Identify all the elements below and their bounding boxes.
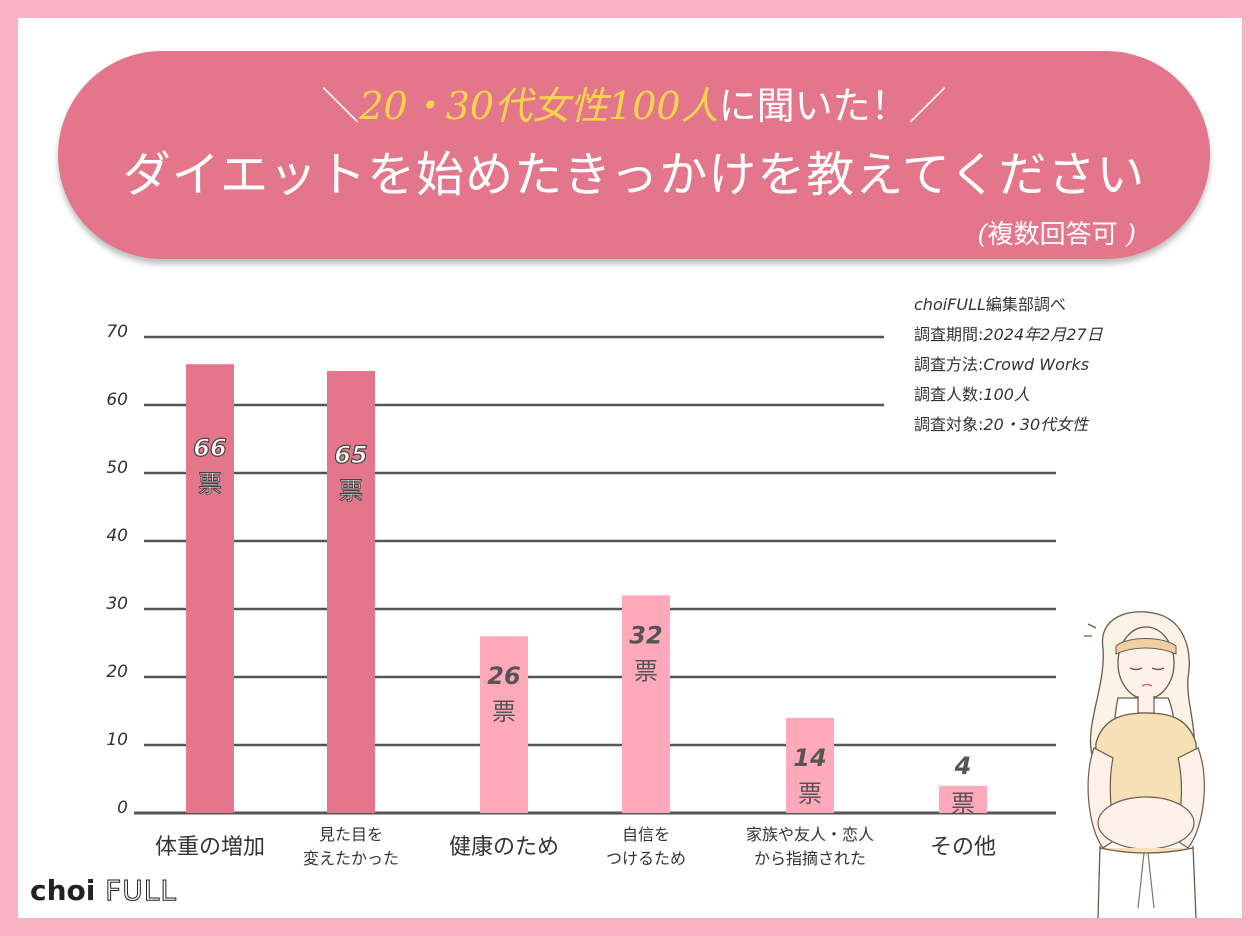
survey-line: 調査期間:2024年2月27日 bbox=[914, 320, 1103, 350]
y-tick-label: 30 bbox=[106, 594, 128, 614]
bar bbox=[186, 364, 234, 813]
bar-unit-label: 票 bbox=[634, 657, 658, 685]
bar-value-label: 66 bbox=[193, 434, 226, 462]
subtitle-highlight: 20・30代女性100人 bbox=[359, 84, 719, 128]
category-label: 家族や友人・恋人 bbox=[746, 825, 874, 844]
y-tick-label: 0 bbox=[117, 798, 128, 818]
survey-brand: choiFULL bbox=[914, 295, 986, 314]
survey-key: 調査方法: bbox=[914, 355, 984, 374]
survey-value: 100人 bbox=[983, 385, 1030, 404]
survey-key: 調査対象: bbox=[914, 415, 984, 434]
survey-info: choiFULL編集部調べ 調査期間:2024年2月27日 調査方法:Crowd W… bbox=[914, 290, 1103, 440]
bar-value-label: 26 bbox=[487, 662, 520, 690]
title-banner: ＼20・30代女性100人に聞いた！／ ダイエットを始めたきっかけを教えてくださ… bbox=[58, 51, 1210, 259]
y-tick-label: 20 bbox=[106, 662, 128, 682]
logo-choi: choi bbox=[30, 874, 96, 907]
y-tick-label: 40 bbox=[106, 526, 128, 546]
survey-line: 調査方法:Crowd Works bbox=[914, 350, 1103, 380]
category-label: つけるため bbox=[606, 849, 686, 868]
bar bbox=[480, 636, 528, 813]
subtitle-bracket-left: ＼ bbox=[321, 84, 360, 128]
survey-line: choiFULL編集部調べ bbox=[914, 290, 1103, 320]
bar-unit-label: 票 bbox=[492, 698, 516, 726]
survey-key: 調査期間: bbox=[914, 325, 984, 344]
survey-value: 2024年2月27日 bbox=[983, 325, 1103, 344]
category-label: 体重の増加 bbox=[155, 835, 265, 860]
survey-key: 調査人数: bbox=[914, 385, 984, 404]
category-label: 健康のため bbox=[449, 835, 559, 860]
multiple-answer-note: (複数回答可 ) bbox=[977, 220, 1136, 250]
category-label: その他 bbox=[930, 835, 996, 860]
bar bbox=[327, 371, 375, 813]
survey-source: 編集部調べ bbox=[985, 295, 1066, 314]
y-tick-label: 60 bbox=[106, 390, 128, 410]
bar-value-label: 65 bbox=[334, 441, 367, 469]
category-label: 見た目を bbox=[319, 825, 383, 844]
subtitle-text: に聞いた！ bbox=[718, 84, 909, 128]
page-title: ダイエットを始めたきっかけを教えてください bbox=[122, 147, 1146, 203]
bar-value-label: 32 bbox=[629, 621, 662, 649]
woman-illustration bbox=[1084, 611, 1205, 918]
bar bbox=[622, 595, 670, 813]
note-text: 複数回答可 bbox=[987, 220, 1118, 250]
y-tick-label: 70 bbox=[106, 322, 128, 342]
logo-full: FULL bbox=[105, 874, 177, 908]
survey-value: Crowd Works bbox=[983, 355, 1090, 374]
bar-unit-label: 票 bbox=[198, 470, 222, 498]
category-label: から指摘された bbox=[754, 849, 866, 868]
bar-unit-label: 票 bbox=[339, 477, 363, 505]
bar-value-label: 4 bbox=[954, 752, 972, 780]
bar-value-label: 14 bbox=[793, 744, 826, 772]
subtitle: ＼20・30代女性100人に聞いた！／ bbox=[58, 75, 1210, 130]
survey-line: 調査人数:100人 bbox=[914, 380, 1103, 410]
survey-line: 調査対象:20・30代女性 bbox=[914, 410, 1103, 440]
bar-unit-label: 票 bbox=[951, 790, 975, 818]
bar bbox=[939, 785, 987, 813]
category-label: 変えたかった bbox=[303, 849, 399, 868]
bar bbox=[786, 717, 834, 813]
survey-value: 20・30代女性 bbox=[983, 415, 1089, 434]
infographic-frame: ＼20・30代女性100人に聞いた！／ ダイエットを始めたきっかけを教えてくださ… bbox=[18, 18, 1242, 918]
y-tick-label: 50 bbox=[106, 458, 128, 478]
bar-unit-label: 票 bbox=[798, 780, 822, 808]
choifull-logo: choi FULL bbox=[30, 874, 177, 908]
category-label: 自信を bbox=[622, 825, 670, 844]
y-tick-label: 10 bbox=[106, 730, 128, 750]
subtitle-bracket-right: ／ bbox=[908, 84, 947, 128]
